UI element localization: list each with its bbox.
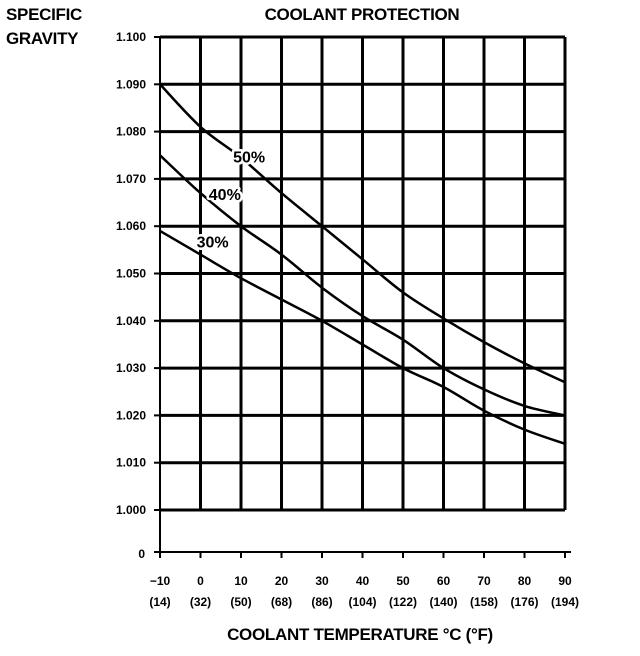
x-tick-label-fahrenheit: (68) [271, 595, 292, 609]
y-tick-label: 1.080 [116, 125, 146, 139]
series-label-halo: 40% [209, 187, 241, 204]
x-tick-label-celsius: 40 [356, 574, 370, 588]
x-tick-label-celsius: 80 [518, 574, 532, 588]
y-tick-label: 1.060 [116, 219, 146, 233]
y-tick-label: 1.040 [116, 314, 146, 328]
x-tick-label-fahrenheit: (50) [230, 595, 251, 609]
series-label-30-percent: 30% [197, 234, 229, 251]
x-tick-label-fahrenheit: (194) [551, 595, 579, 609]
y-tick-label: 1.030 [116, 361, 146, 375]
series-label-halo: 30% [197, 234, 229, 251]
y-zero-label: 0 [138, 547, 145, 561]
x-tick-label-celsius: 10 [234, 574, 248, 588]
y-tick-label: 1.000 [116, 503, 146, 517]
x-tick-label-fahrenheit: (86) [311, 595, 332, 609]
series-label-halo: 50% [233, 149, 265, 166]
x-tick-label-fahrenheit: (14) [149, 595, 170, 609]
y-tick-label: 1.010 [116, 456, 146, 470]
y-tick-label: 1.070 [116, 172, 146, 186]
x-tick-label-celsius: 30 [315, 574, 329, 588]
y-tick-label: 1.100 [116, 30, 146, 44]
curve-40-percent [159, 154, 566, 417]
x-tick-label-celsius: 90 [558, 574, 572, 588]
x-axis-title: COOLANT TEMPERATURE °C (°F) [227, 625, 493, 644]
x-tick-label-celsius: 20 [275, 574, 289, 588]
x-tick-label-fahrenheit: (122) [389, 595, 417, 609]
curve-50-percent [159, 83, 566, 384]
series-label-40-percent: 40% [209, 187, 241, 204]
curve-30-percent [159, 229, 566, 445]
x-tick-label-celsius: 0 [197, 574, 204, 588]
x-tick-label-celsius: 60 [437, 574, 451, 588]
x-tick-label-celsius: 70 [477, 574, 491, 588]
x-tick-label-celsius: −10 [150, 574, 171, 588]
y-tick-label: 1.020 [116, 408, 146, 422]
x-tick-label-fahrenheit: (176) [510, 595, 538, 609]
series-label-50-percent: 50% [233, 149, 265, 166]
x-tick-label-fahrenheit: (140) [429, 595, 457, 609]
x-tick-label-fahrenheit: (158) [470, 595, 498, 609]
chart-title: COOLANT PROTECTION [265, 5, 460, 24]
y-tick-label: 1.050 [116, 267, 146, 281]
y-tick-label: 1.090 [116, 77, 146, 91]
x-tick-label-fahrenheit: (32) [190, 595, 211, 609]
y-axis-title-line-1: SPECIFIC [6, 5, 82, 24]
x-tick-label-celsius: 50 [396, 574, 410, 588]
x-tick-label-fahrenheit: (104) [348, 595, 376, 609]
y-axis-title-line-2: GRAVITY [6, 29, 79, 48]
